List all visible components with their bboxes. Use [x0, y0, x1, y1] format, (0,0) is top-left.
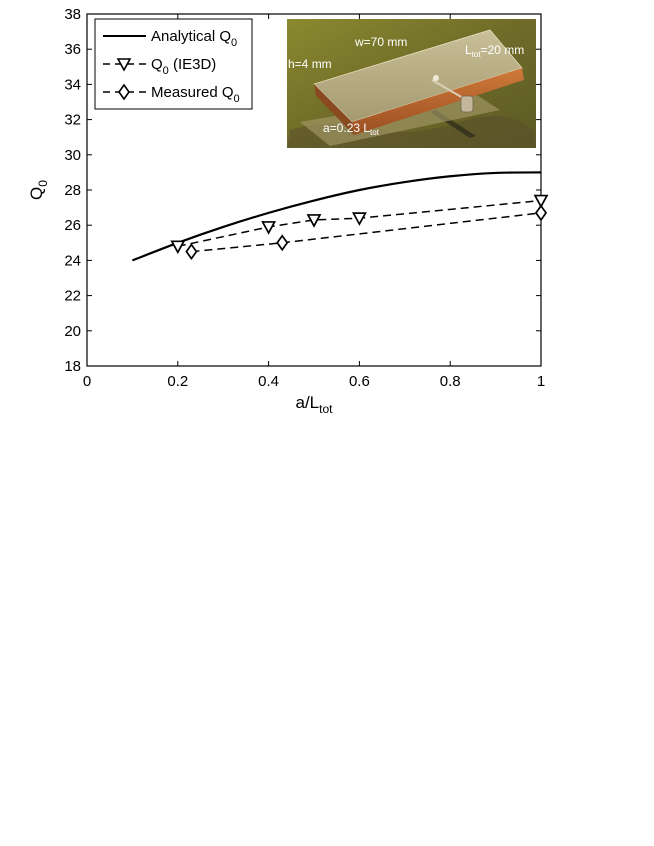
triangle-marker: [533, 194, 549, 209]
inset-photo-copper-side: [352, 68, 524, 135]
x-axis-label: a/Ltot: [296, 393, 334, 416]
legend-label-analytical: Analytical Q0: [151, 28, 237, 49]
x-tick-label: 0.2: [167, 373, 188, 390]
legend-label-ie3d: Q0 (IE3D): [151, 56, 216, 77]
y-tick-label: 30: [64, 147, 81, 164]
y-tick-label: 24: [64, 252, 81, 269]
y-tick-label: 20: [64, 323, 81, 340]
triangle-marker: [261, 221, 277, 235]
y-axis-label: Q0: [27, 180, 50, 200]
inset-label-a: a=0.23 Ltot: [323, 121, 380, 137]
x-tick-label: 0.4: [258, 373, 279, 390]
triangle-marker: [170, 240, 186, 255]
y-tick-label: 36: [64, 41, 81, 58]
inset-label-w: w=70 mm: [354, 35, 407, 49]
x-tick-label: 0.8: [440, 373, 461, 390]
y-tick-label: 28: [64, 182, 81, 199]
diamond-marker: [534, 204, 548, 222]
inset-photo-connector: [460, 95, 474, 113]
y-tick-label: 34: [64, 76, 81, 93]
y-tick-label: 18: [64, 358, 81, 375]
y-tick-label: 32: [64, 112, 81, 129]
y-tick-label: 22: [64, 288, 81, 305]
diamond-marker: [276, 234, 289, 252]
inset-photo-copper-end: [314, 84, 354, 135]
triangle-marker: [306, 214, 322, 228]
legend-marker-ie3d: [116, 58, 132, 72]
inset-photo: w=70 mm h=4 mm Ltot=20 mm a=0.23 Ltot: [287, 19, 536, 148]
legend: Analytical Q0 Q0 (IE3D) Measured Q0: [94, 18, 253, 110]
legend-marker-measured: [118, 83, 130, 101]
triangle-marker: [351, 212, 367, 226]
x-tick-label: 1: [537, 373, 545, 390]
x-tick-label: 0: [83, 373, 91, 390]
y-tick-label: 26: [64, 217, 81, 234]
axis-ticks: 0 0.2 0.4 0.6 0.8 1 18 20 22 24 26 28 30 32 34 36 38: [64, 6, 545, 390]
diamond-marker: [185, 243, 198, 261]
series-layer: [132, 171, 549, 262]
inset-photo-feed-point: [433, 75, 439, 81]
legend-label-measured: Measured Q0: [151, 84, 240, 105]
inset-label-l: Ltot=20 mm: [465, 43, 524, 59]
x-tick-label: 0.6: [349, 373, 370, 390]
series-line-0: [132, 171, 542, 262]
inset-label-h: h=4 mm: [288, 57, 332, 71]
y-tick-label: 38: [64, 6, 81, 23]
